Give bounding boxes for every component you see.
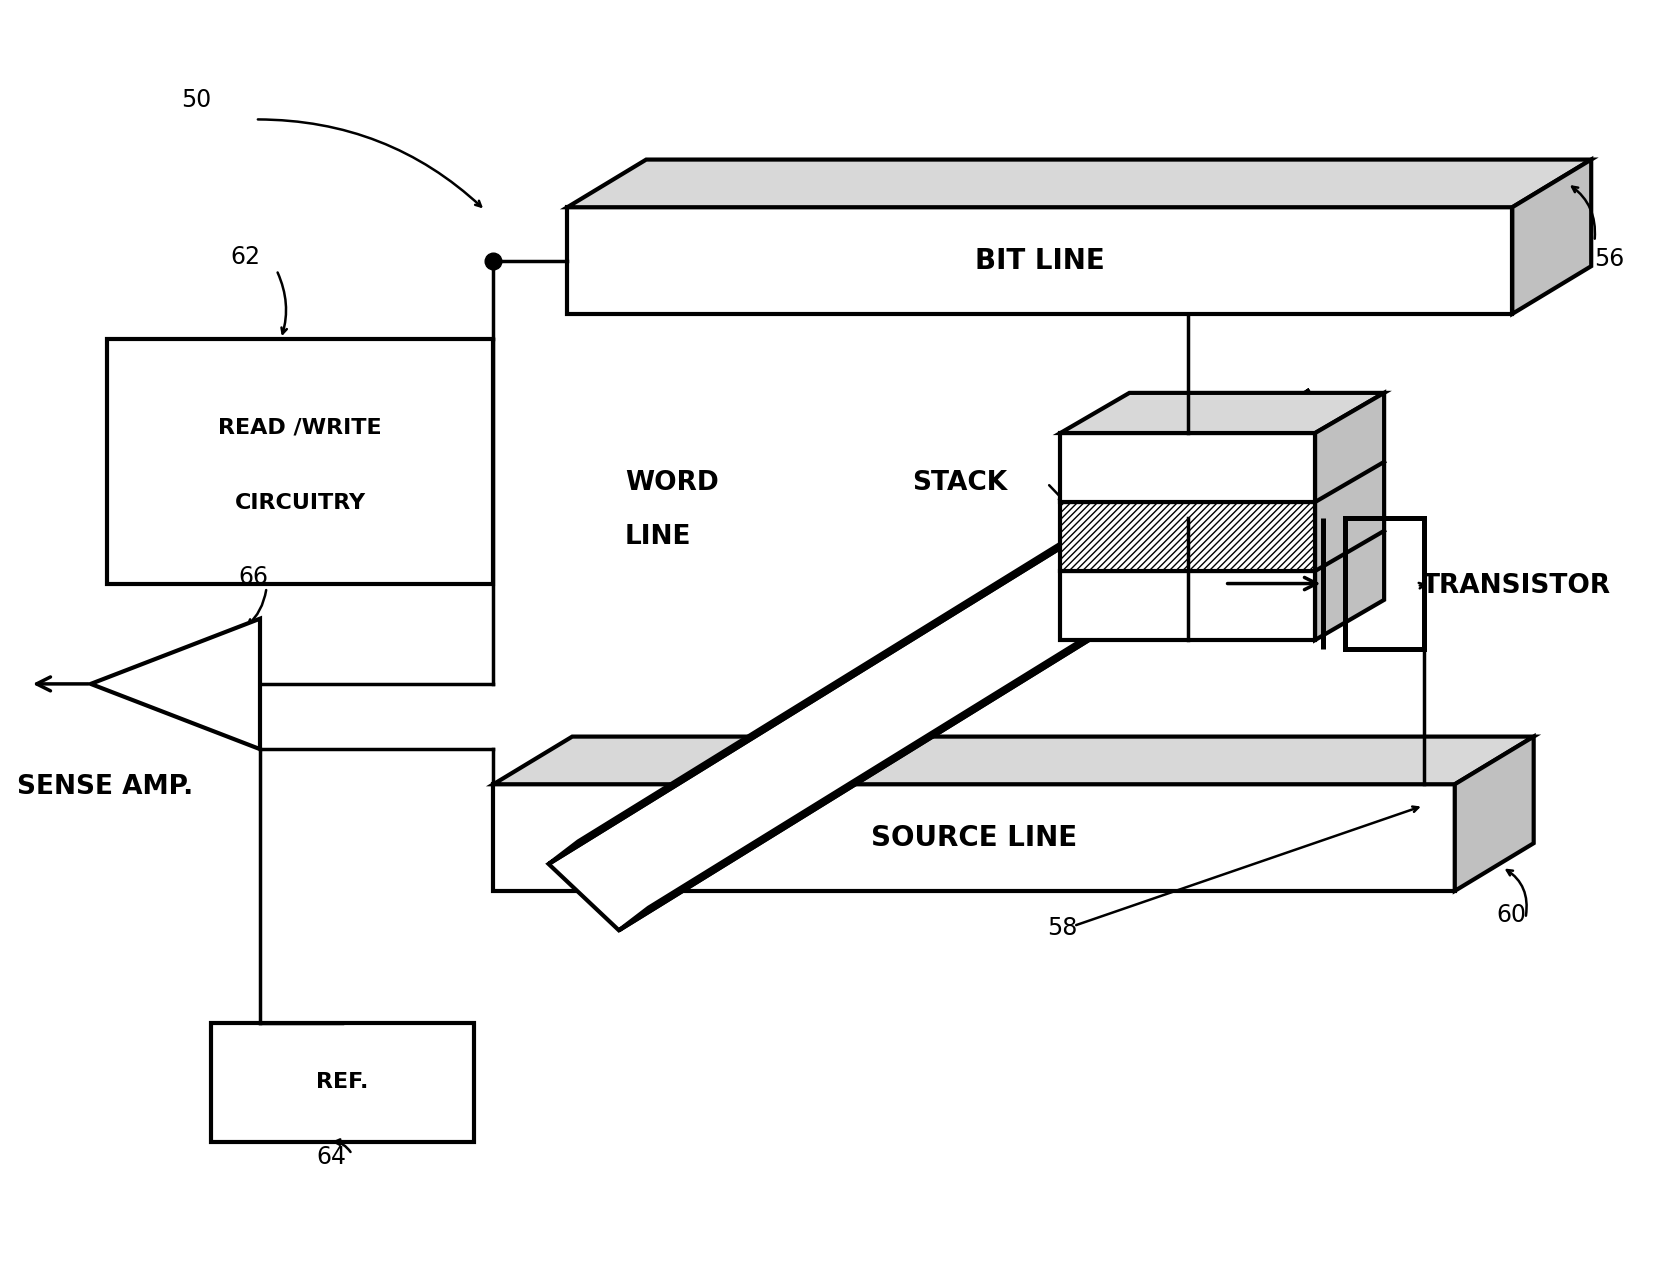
Text: STACK: STACK xyxy=(912,470,1008,497)
Text: TRANSISTOR: TRANSISTOR xyxy=(1422,573,1612,599)
Text: SENSE AMP.: SENSE AMP. xyxy=(17,774,193,800)
Text: 54: 54 xyxy=(1093,465,1124,488)
FancyBboxPatch shape xyxy=(107,339,493,584)
Text: BIT LINE: BIT LINE xyxy=(974,247,1105,274)
Text: 60: 60 xyxy=(1496,904,1526,927)
Polygon shape xyxy=(567,160,1591,207)
Text: 58: 58 xyxy=(1046,915,1078,940)
Text: 62: 62 xyxy=(230,244,260,269)
Polygon shape xyxy=(619,456,1380,931)
Text: 56: 56 xyxy=(1595,247,1625,271)
Text: 66: 66 xyxy=(238,564,268,589)
FancyBboxPatch shape xyxy=(211,1023,473,1142)
Polygon shape xyxy=(567,207,1513,314)
Text: READ /WRITE: READ /WRITE xyxy=(218,417,382,436)
Polygon shape xyxy=(493,736,1534,785)
Text: SOURCE LINE: SOURCE LINE xyxy=(870,823,1077,851)
Polygon shape xyxy=(1060,502,1315,571)
Polygon shape xyxy=(1060,433,1315,502)
Text: WORD: WORD xyxy=(626,470,719,497)
Polygon shape xyxy=(493,785,1456,891)
Text: REF.: REF. xyxy=(315,1073,369,1092)
Polygon shape xyxy=(1513,160,1591,314)
Polygon shape xyxy=(1060,571,1315,640)
Polygon shape xyxy=(1060,393,1384,433)
Text: 50: 50 xyxy=(181,88,211,111)
Polygon shape xyxy=(548,390,1310,864)
Text: 64: 64 xyxy=(315,1146,345,1170)
Polygon shape xyxy=(91,618,260,749)
Polygon shape xyxy=(1456,736,1534,891)
Text: CIRCUITRY: CIRCUITRY xyxy=(235,493,366,513)
Text: 52: 52 xyxy=(1345,527,1375,550)
Polygon shape xyxy=(548,412,1350,931)
Polygon shape xyxy=(1315,393,1384,640)
Text: LINE: LINE xyxy=(626,524,691,550)
